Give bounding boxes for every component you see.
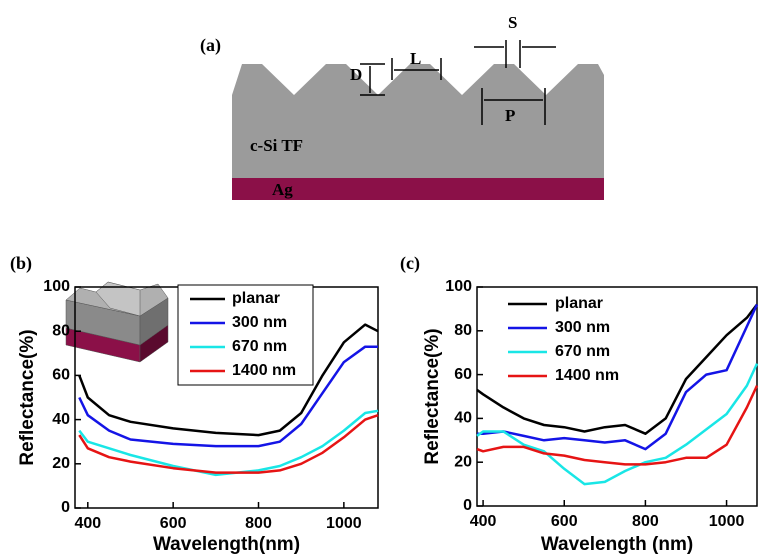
y-tick-label: 20 bbox=[454, 453, 472, 470]
layer-label: c-Si TF bbox=[250, 136, 303, 155]
dimension-label: D bbox=[350, 65, 362, 84]
panel-label: (b) bbox=[10, 253, 32, 274]
x-tick-label: 1000 bbox=[326, 515, 362, 532]
x-tick-label: 1000 bbox=[709, 513, 745, 530]
dimension-label: L bbox=[410, 49, 421, 68]
figure: (a) D L S P c-Si TF Ag 40060080010000204… bbox=[0, 0, 760, 555]
legend-label: 1400 nm bbox=[232, 362, 296, 379]
x-axis-label: Wavelength (nm) bbox=[541, 534, 693, 555]
y-tick-label: 20 bbox=[52, 455, 70, 472]
y-tick-label: 40 bbox=[454, 410, 472, 427]
legend-label: planar bbox=[555, 295, 603, 312]
legend-label: 670 nm bbox=[555, 343, 610, 360]
y-tick-label: 0 bbox=[463, 497, 472, 514]
x-tick-label: 400 bbox=[470, 513, 497, 530]
data-line bbox=[79, 415, 378, 472]
y-axis-label: Reflectance(%) bbox=[17, 329, 38, 465]
panel-label: (c) bbox=[400, 253, 420, 274]
legend-label: planar bbox=[232, 290, 280, 307]
y-tick-label: 80 bbox=[454, 322, 472, 339]
plot-frame bbox=[477, 287, 757, 506]
y-tick-label: 100 bbox=[445, 278, 472, 295]
x-tick-label: 800 bbox=[245, 515, 272, 532]
y-tick-label: 40 bbox=[52, 411, 70, 428]
layer-label: Ag bbox=[272, 180, 293, 199]
legend-label: 300 nm bbox=[555, 319, 610, 336]
y-tick-label: 60 bbox=[52, 367, 70, 384]
legend-label: 300 nm bbox=[232, 314, 287, 331]
diagram: (a) D L S P c-Si TF Ag bbox=[200, 13, 604, 200]
y-tick-label: 100 bbox=[43, 278, 70, 295]
x-tick-label: 800 bbox=[632, 513, 659, 530]
dimension-label: P bbox=[505, 106, 515, 125]
y-tick-label: 60 bbox=[454, 366, 472, 383]
y-tick-label: 80 bbox=[52, 322, 70, 339]
legend-label: 670 nm bbox=[232, 338, 287, 355]
dimension-label: S bbox=[508, 13, 517, 32]
x-tick-label: 600 bbox=[551, 513, 578, 530]
panel-label: (a) bbox=[200, 35, 221, 56]
legend-label: 1400 nm bbox=[555, 367, 619, 384]
y-axis-label: Reflectance(%) bbox=[422, 328, 443, 464]
x-axis-label: Wavelength(nm) bbox=[153, 534, 300, 555]
y-tick-label: 0 bbox=[61, 499, 70, 516]
x-tick-label: 400 bbox=[74, 515, 101, 532]
x-tick-label: 600 bbox=[160, 515, 187, 532]
inset-structure bbox=[66, 282, 168, 362]
silicon-film bbox=[232, 64, 604, 178]
